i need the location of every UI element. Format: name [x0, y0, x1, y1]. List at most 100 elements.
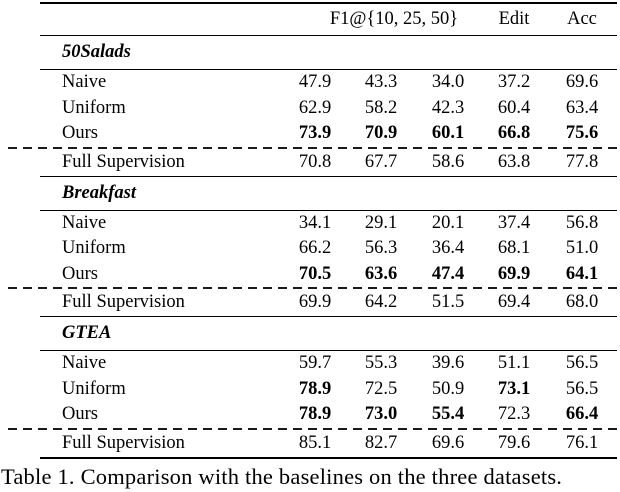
metric-cell: 47.4: [431, 263, 465, 284]
section-header-gtea: GTEA: [40, 317, 617, 350]
section-rule: [40, 209, 617, 211]
metric-cell: 78.9: [298, 404, 332, 425]
bottom-rule: [40, 456, 617, 459]
table-row: Naive 34.1 29.1 20.1 37.4 56.8: [40, 211, 617, 237]
row-label: Uniform: [62, 238, 126, 259]
top-rule: [40, 2, 617, 4]
metric-cell: 66.2: [298, 238, 332, 259]
row-label: Naive: [62, 72, 107, 93]
row-label: Uniform: [62, 378, 126, 399]
section-name: 50Salads: [62, 42, 131, 62]
metric-cell: 63.4: [565, 97, 599, 118]
metric-cell: 37.2: [497, 72, 531, 93]
header-row: F1@{10, 25, 50} Edit Acc: [40, 4, 617, 35]
row-label: Ours: [62, 263, 98, 284]
table-row-full-supervision: Full Supervision 70.8 67.7 58.6 63.8 77.…: [40, 149, 617, 176]
results-table: F1@{10, 25, 50} Edit Acc 50Salads Naive …: [0, 2, 620, 459]
section-rule: [40, 69, 617, 70]
metric-cell: 70.5: [298, 263, 332, 284]
acc-column-header: Acc: [567, 9, 597, 29]
row-label: Full Supervision: [62, 151, 185, 172]
metric-cell: 69.6: [431, 432, 465, 453]
metric-cell: 70.9: [364, 123, 398, 144]
metric-cell: 63.8: [497, 151, 531, 172]
metric-cell: 51.5: [431, 292, 465, 312]
table-row: Uniform 62.9 58.2 42.3 60.4 63.4: [40, 96, 617, 122]
metric-cell: 79.6: [497, 432, 531, 453]
metric-cell: 76.1: [565, 432, 599, 453]
table-row: Uniform 78.9 72.5 50.9 73.1 56.5: [40, 377, 617, 403]
table-caption: Table 1. Comparison with the baselines o…: [1, 464, 563, 489]
metric-cell: 60.1: [431, 123, 465, 144]
edit-column-header: Edit: [498, 9, 530, 29]
metric-cell: 56.8: [565, 212, 599, 233]
row-label: Naive: [62, 353, 107, 374]
metric-cell: 73.1: [497, 378, 531, 399]
section-name: Breakfast: [62, 182, 136, 203]
metric-cell: 64.1: [565, 263, 599, 284]
metric-cell: 69.4: [497, 292, 531, 312]
table-row: Uniform 66.2 56.3 36.4 68.1 51.0: [40, 236, 617, 262]
header-rule: [40, 35, 617, 36]
metric-cell: 39.6: [431, 353, 465, 374]
metric-cell: 70.8: [298, 151, 332, 172]
metric-cell: 34.0: [431, 72, 465, 93]
metric-cell: 63.6: [364, 263, 398, 284]
metric-cell: 56.5: [565, 378, 599, 399]
metric-cell: 59.7: [298, 353, 332, 374]
metric-cell: 43.3: [364, 72, 398, 93]
metric-cell: 29.1: [364, 212, 398, 233]
metric-cell: 20.1: [431, 212, 465, 233]
row-label: Ours: [62, 404, 98, 425]
metric-cell: 47.9: [298, 72, 332, 93]
metric-cell: 85.1: [298, 432, 332, 453]
dashed-rule: [8, 287, 620, 289]
metric-cell: 60.4: [497, 97, 531, 118]
metric-cell: 73.0: [364, 404, 398, 425]
f1-column-group-header: F1@{10, 25, 50}: [329, 9, 459, 29]
metric-cell: 64.2: [364, 292, 398, 312]
metric-cell: 34.1: [298, 212, 332, 233]
metric-cell: 82.7: [364, 432, 398, 453]
metric-cell: 51.0: [565, 238, 599, 259]
metric-cell: 58.6: [431, 151, 465, 172]
row-label: Full Supervision: [62, 432, 185, 453]
metric-cell: 56.5: [565, 353, 599, 374]
table-row-ours: Ours 78.9 73.0 55.4 72.3 66.4: [40, 402, 617, 428]
section-name: GTEA: [62, 323, 112, 343]
section-header-breakfast: Breakfast: [40, 177, 617, 210]
row-label: Ours: [62, 123, 98, 144]
metric-cell: 69.9: [497, 263, 531, 284]
metric-cell: 66.4: [565, 404, 599, 425]
table-row-ours: Ours 70.5 63.6 47.4 69.9 64.1: [40, 262, 617, 288]
section-header-50salads: 50Salads: [40, 36, 617, 69]
metric-cell: 50.9: [431, 378, 465, 399]
table-row: Naive 59.7 55.3 39.6 51.1 56.5: [40, 351, 617, 377]
table-row: Naive 47.9 43.3 34.0 37.2 69.6: [40, 70, 617, 96]
metric-cell: 73.9: [298, 123, 332, 144]
metric-cell: 37.4: [497, 212, 531, 233]
metric-cell: 58.2: [364, 97, 398, 118]
metric-cell: 67.7: [364, 151, 398, 172]
section-end-rule: [40, 175, 617, 177]
table-row-ours: Ours 73.9 70.9 60.1 66.8 75.6: [40, 121, 617, 147]
metric-cell: 66.8: [497, 123, 531, 144]
section-rule: [40, 350, 617, 351]
metric-cell: 75.6: [565, 123, 599, 144]
metric-cell: 72.3: [497, 404, 531, 425]
metric-cell: 78.9: [298, 378, 332, 399]
row-label: Uniform: [62, 97, 126, 118]
row-label: Naive: [62, 212, 107, 233]
metric-cell: 55.4: [431, 404, 465, 425]
metric-cell: 68.0: [565, 292, 599, 312]
dashed-rule: [8, 146, 620, 149]
dashed-rule: [8, 427, 620, 430]
metric-cell: 56.3: [364, 238, 398, 259]
metric-cell: 42.3: [431, 97, 465, 118]
metric-cell: 51.1: [497, 353, 531, 374]
table-row-full-supervision: Full Supervision 85.1 82.7 69.6 79.6 76.…: [40, 430, 617, 457]
metric-cell: 69.9: [298, 292, 332, 312]
metric-cell: 77.8: [565, 151, 599, 172]
metric-cell: 36.4: [431, 238, 465, 259]
